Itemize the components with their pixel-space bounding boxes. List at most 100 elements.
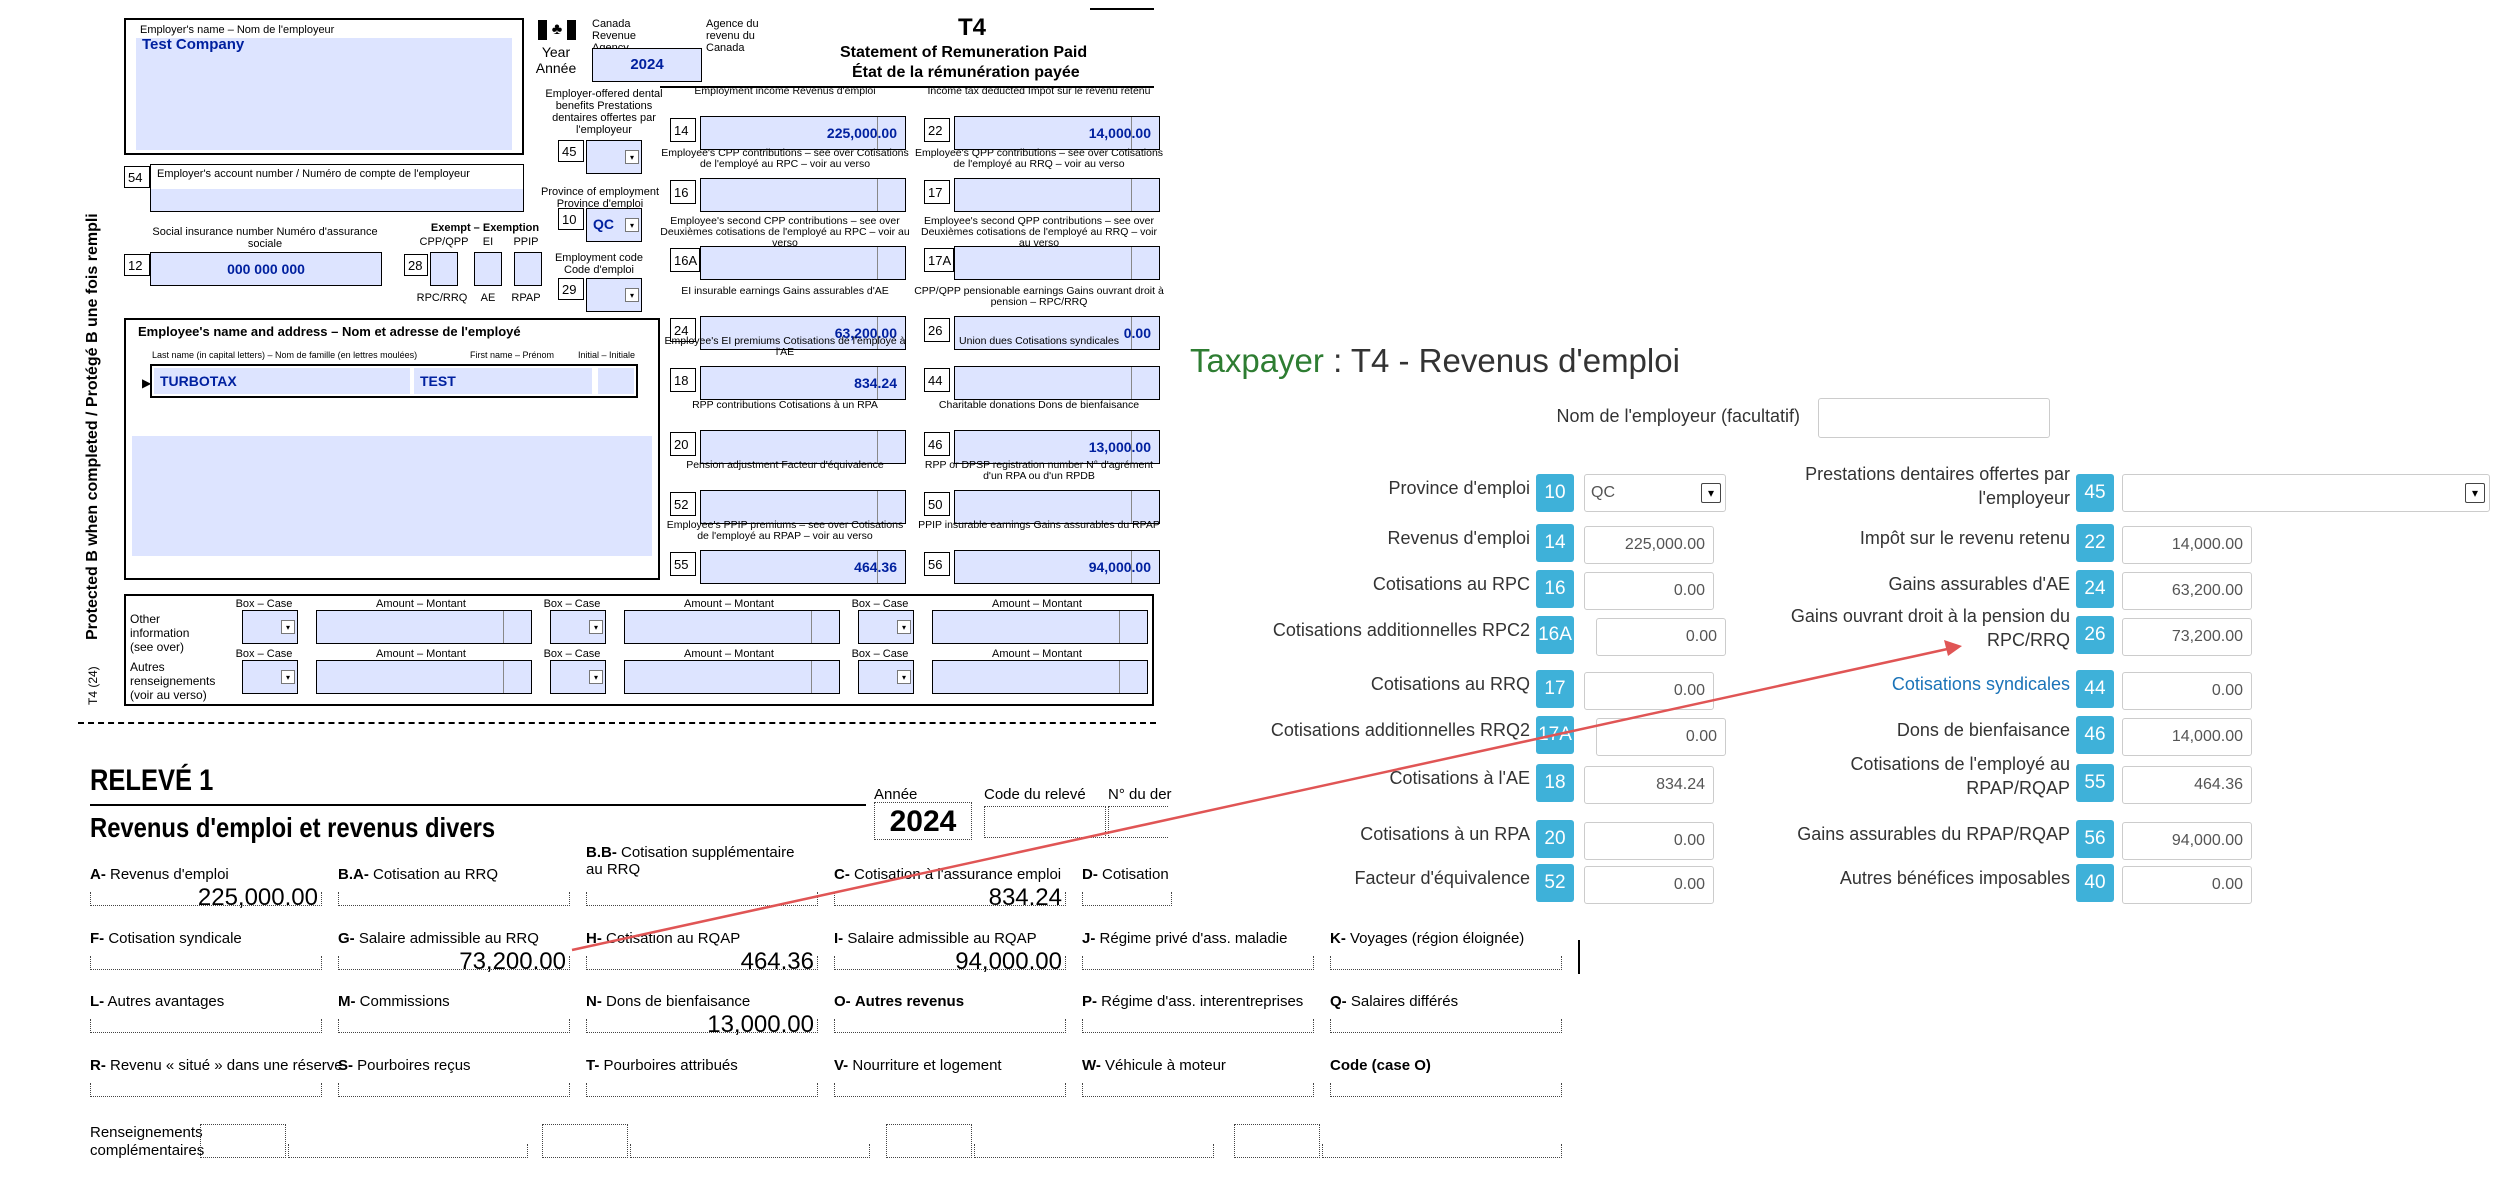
tp-22-input[interactable]: 14,000.00	[2122, 526, 2252, 564]
other-amount-field[interactable]	[932, 610, 1148, 644]
releve-extra-amount-3[interactable]	[974, 1144, 1214, 1158]
releve-field-P--input[interactable]	[1082, 1019, 1314, 1033]
other-box-select[interactable]: ▾	[858, 660, 914, 694]
employer-name-label: Employer's name – Nom de l'employeur	[140, 24, 335, 36]
other-box-select[interactable]: ▾	[242, 610, 298, 644]
other-box-select[interactable]: ▾	[550, 610, 606, 644]
exempt-ei-field[interactable]	[474, 252, 502, 286]
releve-code-field[interactable]	[984, 806, 1106, 838]
account-field[interactable]	[151, 189, 523, 211]
box-24-field[interactable]: 63,200.00	[700, 316, 906, 350]
tp-10-select[interactable]: QC ▾	[1584, 474, 1726, 512]
tp-16A-label: Cotisations additionnelles RPC2	[1272, 620, 1530, 640]
empcode-select[interactable]: ▾	[586, 278, 642, 312]
releve-field-J--input[interactable]	[1082, 956, 1314, 970]
other-amount-field[interactable]	[316, 660, 532, 694]
box-18-field[interactable]: 834.24	[700, 366, 906, 400]
box-17A-field[interactable]	[954, 246, 1160, 280]
releve-field-code-o-input[interactable]	[1330, 1083, 1562, 1097]
releve-extra-code-2[interactable]	[542, 1124, 628, 1158]
employee-address-field[interactable]	[132, 436, 652, 556]
box-16-field[interactable]	[700, 178, 906, 212]
tp-52-input[interactable]: 0.00	[1584, 866, 1714, 904]
releve-field-S--input[interactable]	[338, 1083, 570, 1097]
other-amount-field[interactable]	[624, 610, 840, 644]
exempt-ppip-field[interactable]	[514, 252, 542, 286]
releve-field-T--input[interactable]	[586, 1083, 818, 1097]
releve-field-I--input[interactable]	[834, 956, 1066, 970]
releve-field-label-text: Salaires différés	[1350, 993, 1459, 1010]
tp-20-input[interactable]: 0.00	[1584, 822, 1714, 860]
last-name-field[interactable]	[154, 368, 410, 394]
releve-field-K--input[interactable]	[1330, 956, 1562, 970]
releve-field-C--input[interactable]	[834, 892, 1066, 906]
tp-44-input[interactable]: 0.00	[2122, 672, 2252, 710]
releve-field-B.A--input[interactable]	[338, 892, 570, 906]
releve-field-M--input[interactable]	[338, 1019, 570, 1033]
tp-44-label[interactable]: Cotisations syndicales	[1891, 674, 2070, 694]
box-56-field[interactable]: 94,000.00	[954, 550, 1160, 584]
other-box-select[interactable]: ▾	[858, 610, 914, 644]
tp-16-label: Cotisations au RPC	[1372, 574, 1530, 594]
box-17-field[interactable]	[954, 178, 1160, 212]
other-amount-field[interactable]	[316, 610, 532, 644]
releve-field-Q--input[interactable]	[1330, 1019, 1562, 1033]
tp-16-input[interactable]: 0.00	[1584, 572, 1714, 610]
other-amount-field[interactable]	[624, 660, 840, 694]
tp-55-input[interactable]: 464.36	[2122, 766, 2252, 804]
tp-17A-input[interactable]: 0.00	[1596, 718, 1726, 756]
tp-18-input[interactable]: 834.24	[1584, 766, 1714, 804]
tp-56-input[interactable]: 94,000.00	[2122, 822, 2252, 860]
releve-field-V--input[interactable]	[834, 1083, 1066, 1097]
box-16A-field[interactable]	[700, 246, 906, 280]
box-50-field[interactable]	[954, 490, 1160, 524]
sin-field[interactable]: 000 000 000	[150, 252, 382, 286]
releve-extra-code-4[interactable]	[1234, 1124, 1320, 1158]
releve-field-W--input[interactable]	[1082, 1083, 1314, 1097]
province-select[interactable]: QC ▾	[586, 208, 642, 242]
releve-extra-code-1[interactable]	[200, 1124, 286, 1158]
box-26-field[interactable]: 0.00	[954, 316, 1160, 350]
box-20-field[interactable]	[700, 430, 906, 464]
other-amount-field[interactable]	[932, 660, 1148, 694]
employer-name-field[interactable]	[136, 38, 512, 150]
box28-number: 28	[404, 254, 428, 276]
tp-26-input[interactable]: 73,200.00	[2122, 618, 2252, 656]
tp-46-input[interactable]: 14,000.00	[2122, 718, 2252, 756]
releve-field-L--input[interactable]	[90, 1019, 322, 1033]
releve-field-label-text: Pourboires reçus	[357, 1057, 471, 1074]
releve-field-D--input[interactable]	[1082, 892, 1172, 906]
releve-field-A--input[interactable]	[90, 892, 322, 906]
releve-extra-code-3[interactable]	[886, 1124, 972, 1158]
releve-field-N--input[interactable]	[586, 1019, 818, 1033]
releve-field-O--input[interactable]	[834, 1019, 1066, 1033]
tp-14-input[interactable]: 225,000.00	[1584, 526, 1714, 564]
releve-field-B.B--input[interactable]	[586, 892, 818, 906]
releve-field-R--input[interactable]	[90, 1083, 322, 1097]
other-box-select[interactable]: ▾	[550, 660, 606, 694]
releve-extra-amount-4[interactable]	[1322, 1144, 1562, 1158]
tp-40-input[interactable]: 0.00	[2122, 866, 2252, 904]
box-52-field[interactable]	[700, 490, 906, 524]
first-name-field[interactable]	[414, 368, 592, 394]
releve-extra-amount-2[interactable]	[630, 1144, 870, 1158]
other-box-select[interactable]: ▾	[242, 660, 298, 694]
form-code: T4	[958, 14, 987, 41]
box-55-field[interactable]: 464.36	[700, 550, 906, 584]
tp-24-input[interactable]: 63,200.00	[2122, 572, 2252, 610]
box-22-field[interactable]: 14,000.00	[954, 116, 1160, 150]
releve-field-G--input[interactable]	[338, 956, 570, 970]
exempt-cpp-field[interactable]	[430, 252, 458, 286]
tp-16A-input[interactable]: 0.00	[1596, 618, 1726, 656]
box-44-field[interactable]	[954, 366, 1160, 400]
releve-field-H--input[interactable]	[586, 956, 818, 970]
releve-extra-amount-1[interactable]	[288, 1144, 528, 1158]
releve-no-field[interactable]	[1108, 806, 1168, 838]
box-14-field[interactable]: 225,000.00	[700, 116, 906, 150]
tp-45-select[interactable]: ▾	[2122, 474, 2490, 512]
box-46-field[interactable]: 13,000.00	[954, 430, 1160, 464]
dental-select[interactable]: ▾	[586, 140, 642, 174]
initial-field[interactable]	[598, 368, 634, 394]
employer-optional-input[interactable]	[1818, 398, 2050, 438]
releve-field-F--input[interactable]	[90, 956, 322, 970]
